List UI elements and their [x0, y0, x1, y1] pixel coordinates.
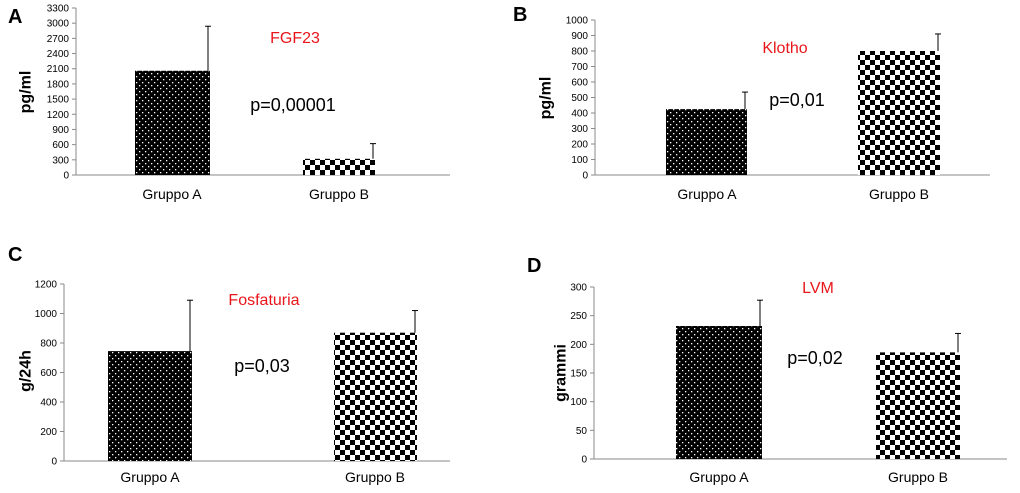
chart-panel-c: Cg/24h 0 200 400 600 800 1000 1200 Gruppo A Grupp…	[8, 244, 450, 485]
y-tick-label: 50	[576, 426, 588, 437]
panel-letter: C	[8, 244, 22, 266]
y-tick-label: 100	[570, 397, 587, 408]
y-tick-label: 300	[571, 124, 588, 135]
y-tick-label: 3000	[47, 19, 70, 30]
y-tick-label: 600	[40, 368, 57, 379]
p-value-label: p=0,00001	[250, 95, 336, 115]
y-tick-label: 200	[571, 140, 588, 151]
y-tick-label: 900	[571, 31, 588, 42]
bar-gruppo-b	[334, 332, 417, 461]
y-tick-label: 100	[571, 155, 588, 166]
chart-panel-b: Bpg/ml 0 100 200 300 400 500 600 700 800 900 1000 Gr…	[513, 4, 990, 202]
panel-letter: A	[8, 6, 22, 28]
y-tick-label: 600	[571, 78, 588, 89]
x-category-label: Gruppo B	[869, 186, 929, 202]
y-tick-label: 1200	[47, 110, 70, 121]
y-tick-label: 1000	[35, 309, 58, 320]
panel-letter: B	[513, 4, 527, 26]
y-axis-label: pg/ml	[18, 71, 35, 114]
y-tick-label: 200	[40, 427, 57, 438]
p-value-label: p=0,01	[769, 90, 825, 110]
bar-gruppo-a	[676, 325, 762, 459]
bar-gruppo-a	[135, 70, 210, 175]
bar-gruppo-b	[858, 51, 940, 175]
panel-letter: D	[527, 255, 541, 277]
x-category-label: Gruppo B	[345, 469, 405, 485]
chart-title: FGF23	[270, 30, 320, 47]
y-axis-label: grammi	[553, 344, 570, 402]
y-tick-label: 2700	[47, 34, 70, 45]
bar-gruppo-b	[876, 352, 960, 459]
y-tick-label: 900	[52, 125, 69, 136]
x-category-label: Gruppo A	[689, 469, 749, 485]
y-tick-label: 400	[571, 109, 588, 120]
y-tick-label: 300	[570, 283, 587, 294]
y-tick-label: 150	[570, 369, 587, 380]
bar-gruppo-a	[108, 351, 192, 461]
y-tick-label: 0	[582, 171, 588, 182]
x-category-label: Gruppo B	[888, 469, 948, 485]
chart-title: LVM	[802, 280, 834, 297]
x-category-label: Gruppo A	[120, 469, 180, 485]
y-tick-label: 2400	[47, 49, 70, 60]
y-tick-label: 1000	[566, 16, 589, 27]
y-tick-label: 800	[40, 339, 57, 350]
y-tick-label: 800	[571, 47, 588, 58]
y-tick-label: 0	[581, 455, 587, 466]
y-tick-label: 250	[570, 311, 587, 322]
bar-gruppo-a	[666, 109, 747, 175]
chart-title: Fosfaturia	[228, 292, 299, 309]
x-category-label: Gruppo A	[142, 186, 202, 202]
p-value-label: p=0,03	[234, 356, 290, 376]
y-tick-label: 1200	[35, 280, 58, 291]
y-tick-label: 600	[52, 140, 69, 151]
y-tick-label: 0	[51, 457, 57, 468]
y-axis-label: pg/ml	[538, 77, 555, 120]
y-tick-label: 0	[63, 171, 69, 182]
bar-gruppo-b	[303, 158, 375, 175]
p-value-label: p=0,02	[787, 348, 843, 368]
y-tick-label: 200	[570, 340, 587, 351]
y-tick-label: 300	[52, 155, 69, 166]
y-tick-label: 400	[40, 398, 57, 409]
y-tick-label: 500	[571, 93, 588, 104]
y-tick-label: 700	[571, 62, 588, 73]
y-tick-label: 1500	[47, 95, 70, 106]
chart-panel-a: Apg/ml 0 300 600 900 1200 1500 1800 2100 2400 2700…	[8, 4, 450, 202]
y-tick-label: 1800	[47, 79, 70, 90]
x-category-label: Gruppo A	[677, 186, 737, 202]
y-tick-label: 2100	[47, 64, 70, 75]
x-category-label: Gruppo B	[309, 186, 369, 202]
chart-title: Klotho	[762, 40, 807, 57]
y-tick-label: 3300	[47, 4, 70, 15]
y-axis-label: g/24h	[18, 350, 35, 392]
